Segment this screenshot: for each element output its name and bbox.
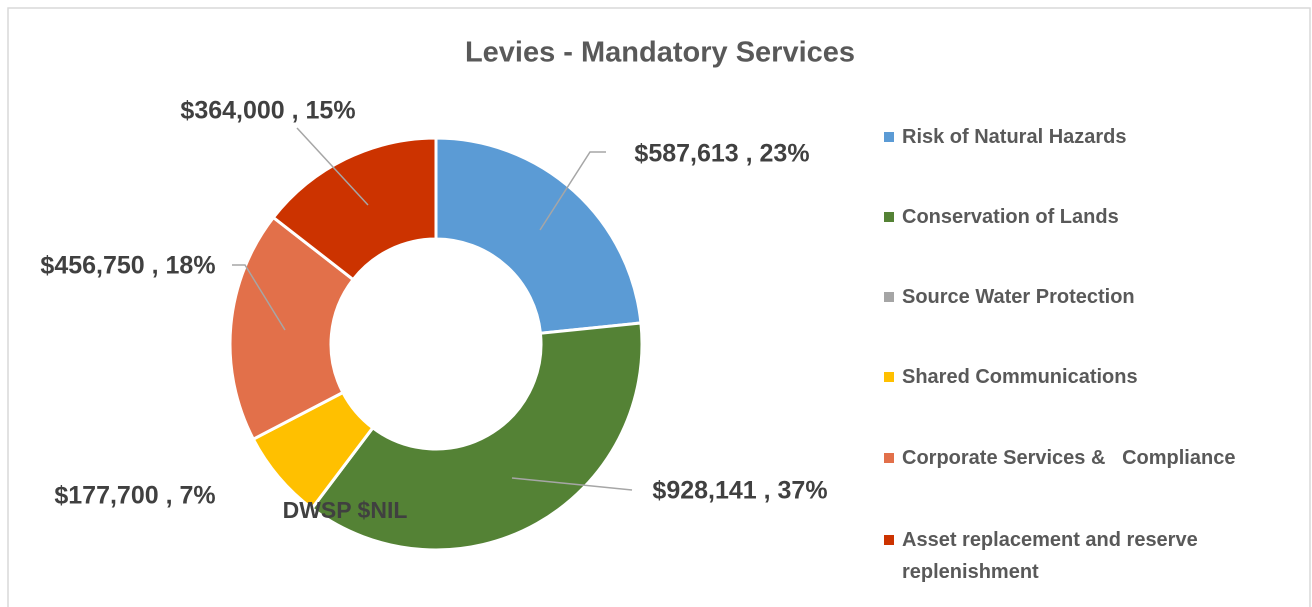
data-label: DWSP $NIL — [283, 497, 408, 523]
data-label: $177,700 , 7% — [54, 482, 215, 510]
data-label: $364,000 , 15% — [180, 97, 355, 125]
leader-line — [539, 151, 606, 231]
legend-item: Risk of Natural Hazards — [884, 121, 1294, 153]
donut-slice — [271, 136, 438, 282]
legend-label: Risk of Natural Hazards — [902, 126, 1127, 148]
legend-label: Corporate Services & Compliance — [902, 447, 1236, 469]
chart-border — [7, 7, 1311, 607]
legend-item: Conservation of Lands — [884, 201, 1294, 233]
data-label: $587,613 , 23% — [634, 140, 809, 168]
legend-item: Corporate Services & Compliance — [884, 442, 1294, 474]
donut-slice — [309, 321, 644, 552]
legend-label: Source Water Protection — [902, 286, 1135, 308]
legend-swatch — [884, 212, 894, 222]
legend-label: Conservation of Lands — [902, 206, 1119, 228]
legend-item: Asset replacement and reserve replenishm… — [884, 524, 1294, 588]
donut-slice — [228, 215, 356, 442]
chart-title: Levies - Mandatory Services — [465, 37, 855, 69]
leader-line — [296, 127, 369, 206]
legend-item: Shared Communications — [884, 361, 1294, 393]
legend-swatch — [884, 132, 894, 142]
legend-swatch — [884, 535, 894, 545]
legend-label: Asset replacement and reserve replenishm… — [902, 529, 1204, 583]
data-label: $456,750 , 18% — [40, 252, 215, 280]
legend-item: Source Water Protection — [884, 281, 1294, 313]
legend-swatch — [884, 292, 894, 302]
data-label: $928,141 , 37% — [652, 477, 827, 505]
donut-slice — [434, 136, 643, 335]
legend-label: Shared Communications — [902, 366, 1138, 388]
leader-line — [232, 264, 286, 331]
legend-swatch — [884, 453, 894, 463]
legend-swatch — [884, 372, 894, 382]
leader-line — [511, 477, 633, 491]
